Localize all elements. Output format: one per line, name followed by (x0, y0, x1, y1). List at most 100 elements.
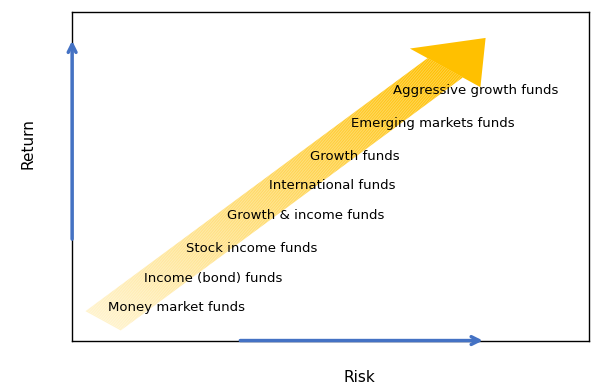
Polygon shape (216, 214, 252, 235)
Polygon shape (300, 152, 336, 172)
Polygon shape (282, 164, 319, 185)
Polygon shape (308, 146, 344, 166)
Polygon shape (273, 171, 310, 191)
Polygon shape (400, 77, 436, 98)
Polygon shape (370, 100, 406, 120)
Polygon shape (331, 129, 367, 149)
Polygon shape (149, 263, 186, 283)
Polygon shape (309, 145, 346, 165)
Polygon shape (137, 272, 173, 293)
Polygon shape (209, 219, 245, 240)
Polygon shape (136, 273, 172, 293)
Polygon shape (419, 63, 456, 84)
Polygon shape (251, 188, 287, 208)
Polygon shape (288, 160, 325, 180)
Polygon shape (144, 267, 180, 288)
Polygon shape (314, 142, 350, 162)
Polygon shape (412, 69, 448, 89)
Polygon shape (127, 280, 163, 300)
Polygon shape (156, 258, 192, 278)
Polygon shape (91, 306, 127, 326)
Text: Stock income funds: Stock income funds (186, 242, 317, 255)
Polygon shape (96, 303, 132, 323)
Polygon shape (159, 256, 195, 276)
Polygon shape (421, 62, 457, 82)
Polygon shape (418, 64, 455, 84)
Polygon shape (359, 108, 395, 128)
Polygon shape (97, 302, 133, 322)
Polygon shape (364, 104, 400, 125)
Polygon shape (404, 74, 441, 94)
Polygon shape (261, 180, 297, 200)
Polygon shape (410, 70, 447, 90)
Polygon shape (237, 198, 273, 218)
Polygon shape (104, 297, 140, 317)
Polygon shape (89, 308, 126, 328)
Polygon shape (350, 115, 386, 135)
Polygon shape (114, 289, 150, 309)
Polygon shape (210, 218, 246, 238)
Polygon shape (123, 283, 159, 303)
Polygon shape (344, 119, 380, 139)
Polygon shape (133, 275, 170, 295)
Polygon shape (296, 154, 333, 175)
Polygon shape (293, 157, 329, 177)
Polygon shape (313, 142, 349, 163)
Polygon shape (373, 98, 409, 118)
Polygon shape (225, 207, 261, 228)
Polygon shape (357, 110, 393, 130)
Polygon shape (426, 59, 462, 79)
Polygon shape (407, 72, 444, 92)
Polygon shape (219, 212, 255, 232)
Polygon shape (88, 309, 124, 329)
Polygon shape (390, 85, 426, 105)
Polygon shape (94, 303, 131, 324)
Polygon shape (127, 279, 164, 299)
Polygon shape (116, 288, 153, 308)
Polygon shape (185, 237, 221, 257)
Polygon shape (117, 287, 154, 307)
Polygon shape (301, 151, 337, 171)
Polygon shape (171, 247, 207, 267)
Polygon shape (332, 128, 368, 148)
Polygon shape (129, 278, 165, 298)
Polygon shape (275, 170, 311, 190)
Polygon shape (249, 189, 286, 209)
Polygon shape (374, 97, 410, 117)
Polygon shape (109, 293, 146, 313)
Polygon shape (342, 121, 379, 141)
Polygon shape (341, 122, 377, 142)
Polygon shape (189, 234, 225, 254)
Polygon shape (358, 109, 394, 129)
Polygon shape (291, 159, 327, 179)
Polygon shape (397, 80, 433, 100)
Polygon shape (282, 165, 318, 185)
Polygon shape (348, 116, 384, 137)
Polygon shape (94, 305, 130, 325)
Polygon shape (385, 89, 422, 109)
Polygon shape (408, 72, 445, 92)
Polygon shape (386, 88, 423, 108)
Polygon shape (422, 62, 458, 82)
Polygon shape (186, 236, 222, 256)
Polygon shape (99, 300, 136, 320)
Polygon shape (399, 79, 435, 99)
Text: Return: Return (20, 118, 35, 169)
Polygon shape (160, 255, 196, 276)
Polygon shape (416, 66, 453, 86)
Text: Aggressive growth funds: Aggressive growth funds (392, 84, 558, 97)
Polygon shape (180, 240, 216, 260)
Polygon shape (236, 199, 272, 219)
Polygon shape (238, 197, 275, 217)
Polygon shape (346, 118, 382, 138)
Polygon shape (297, 154, 334, 174)
Polygon shape (243, 194, 279, 214)
Polygon shape (177, 243, 213, 263)
Polygon shape (304, 149, 341, 169)
Polygon shape (355, 111, 391, 132)
Polygon shape (268, 175, 304, 195)
Polygon shape (244, 193, 281, 213)
Polygon shape (187, 235, 224, 255)
Polygon shape (413, 68, 449, 89)
Polygon shape (235, 200, 271, 220)
